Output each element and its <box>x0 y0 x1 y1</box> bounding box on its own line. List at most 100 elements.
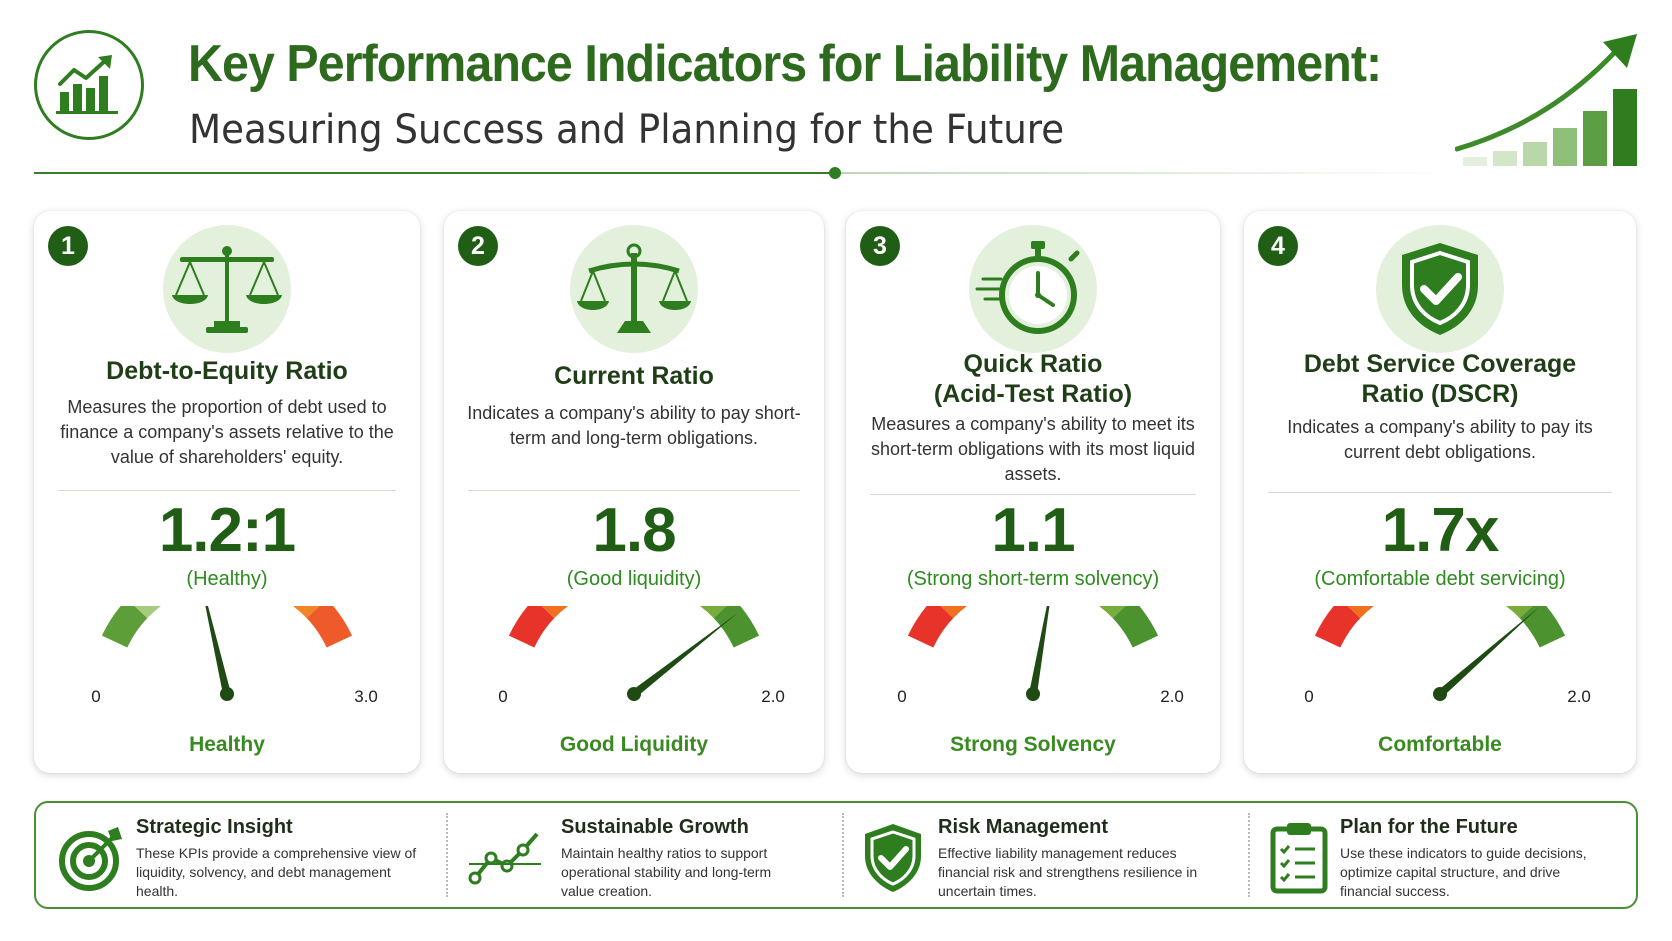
gauge-needle <box>631 612 739 698</box>
insights-panel: Strategic Insight These KPIs provide a c… <box>34 801 1638 909</box>
gauge-needle-hub <box>627 687 641 701</box>
insight-divider <box>446 813 448 897</box>
insight-strategic: Strategic Insight These KPIs provide a c… <box>36 803 446 907</box>
shield-check-icon <box>854 819 932 897</box>
gauge-needle-hub <box>1026 687 1040 701</box>
gauge-chart: 03.01.5 <box>91 606 378 706</box>
gauge-segment <box>292 606 320 619</box>
gauge-max-label: 2.0 <box>1567 687 1591 706</box>
card-title: Debt-to-Equity Ratio <box>42 356 412 386</box>
card-title-line: (Acid-Test Ratio) <box>933 380 1133 408</box>
card-number-badge: 1 <box>48 226 88 266</box>
kpi-status: (Comfortable debt servicing) <box>1314 568 1566 590</box>
card-description: Measures a company's ability to meet its… <box>870 414 1196 484</box>
gauge-min-label: 0 <box>91 687 100 706</box>
card-title-line: Debt-to-Equity Ratio <box>106 357 348 385</box>
gauge-max-label: 3.0 <box>354 687 378 706</box>
card-title-line: Ratio (DSCR) <box>1361 380 1519 408</box>
kpi-card: 2 Current Ratio Indicates a company's ab… <box>444 211 824 773</box>
insight-text: These KPIs provide a comprehensive view … <box>136 845 417 899</box>
gauge-segment <box>101 606 148 648</box>
gauge-needle-hub <box>220 687 234 701</box>
kpi-status: (Strong short-term solvency) <box>906 568 1160 590</box>
gauge-max-label: 2.0 <box>1160 687 1184 706</box>
gauge-needle <box>205 606 231 695</box>
card-divider <box>58 490 396 491</box>
gauge-segment <box>1098 606 1126 619</box>
insight-text: Maintain healthy ratios to support opera… <box>561 845 772 899</box>
gauge-min-label: 0 <box>897 687 906 706</box>
gauge-segment <box>713 606 760 648</box>
gauge-segment <box>508 606 555 648</box>
card-divider <box>1268 492 1612 493</box>
insight-text: Effective liability management reduces f… <box>938 845 1198 899</box>
page-title: Key Performance Indicators for Liability… <box>188 35 1382 93</box>
kpi-value: 1.7x <box>1381 496 1500 565</box>
gauge-segment <box>134 606 162 619</box>
card-description: Measures the proportion of debt used to … <box>60 397 394 467</box>
header-logo <box>34 30 144 140</box>
gauge-segment <box>699 606 727 619</box>
gauge-max-label: 2.0 <box>761 687 785 706</box>
gauge-segment <box>907 606 954 648</box>
gauge-segment <box>1505 606 1533 619</box>
page-subtitle: Measuring Success and Planning for the F… <box>189 107 1065 153</box>
card-title: Quick Ratio (Acid-Test Ratio) <box>854 349 1212 409</box>
gauge-needle-hub <box>1433 687 1447 701</box>
gauge-segment <box>940 606 968 619</box>
card-number-badge: 2 <box>458 226 498 266</box>
card-title-line: Current Ratio <box>554 362 714 390</box>
header-divider <box>34 172 834 174</box>
kpi-value: 1.8 <box>592 496 676 565</box>
kpi-card: 4 Debt Service Coverage Ratio (DSCR) Ind… <box>1244 211 1636 773</box>
gauge-segment <box>1314 606 1361 648</box>
card-number-badge: 4 <box>1258 226 1298 266</box>
target-icon <box>52 819 130 897</box>
card-title: Debt Service Coverage Ratio (DSCR) <box>1252 349 1628 409</box>
card-number-badge: 3 <box>860 226 900 266</box>
card-title: Current Ratio <box>452 361 816 391</box>
kpi-status: (Good liquidity) <box>566 568 702 590</box>
gauge-chart: 02.01.0 <box>498 606 785 706</box>
insight-title: Plan for the Future <box>1340 816 1518 838</box>
gauge-segment <box>1112 606 1159 648</box>
insight-divider <box>1248 813 1250 897</box>
kpi-value: 1.2:1 <box>158 496 296 565</box>
bar-chart-trend-icon <box>56 55 118 114</box>
insight-growth: Sustainable Growth Maintain healthy rati… <box>446 803 826 907</box>
trend-line-icon <box>466 819 544 897</box>
gauge-segment <box>1347 606 1375 619</box>
header-divider-dot <box>829 167 841 179</box>
gauge-segment <box>306 606 353 648</box>
growth-arrow-icon <box>1455 34 1637 166</box>
gauge-chart: 02.01.0 <box>897 606 1184 706</box>
gauge-needle <box>1029 606 1050 695</box>
scale-icon <box>570 225 698 353</box>
gauge-label: Healthy <box>189 733 265 756</box>
card-divider <box>870 494 1196 495</box>
insight-text: Use these indicators to guide decisions,… <box>1340 845 1587 899</box>
gauge-label: Good Liquidity <box>559 733 709 756</box>
gauge-label: Comfortable <box>1378 733 1502 756</box>
balance-scale-icon <box>163 225 291 353</box>
clipboard-checklist-icon <box>1260 819 1338 897</box>
kpi-status: (Healthy) <box>186 568 268 590</box>
insight-divider <box>842 813 844 897</box>
gauge-segment <box>1519 606 1566 648</box>
kpi-card: 3 Quick Ratio (Acid-Test Ratio) Measures… <box>846 211 1220 773</box>
card-title-line: Debt Service Coverage <box>1303 350 1577 378</box>
kpi-card: 1 Debt-to-Equity Ratio Measures the prop… <box>34 211 420 773</box>
shield-check-icon <box>1376 225 1504 353</box>
header-divider-fade <box>834 172 1454 174</box>
gauge-min-label: 0 <box>498 687 507 706</box>
insight-risk: Risk Management Effective liability mana… <box>842 803 1242 907</box>
card-description: Indicates a company's ability to pay its… <box>1287 417 1593 462</box>
insight-title: Sustainable Growth <box>561 816 749 838</box>
stopwatch-icon <box>969 225 1097 353</box>
kpi-value: 1.1 <box>991 496 1075 565</box>
insight-title: Strategic Insight <box>136 816 293 838</box>
card-description: Indicates a company's ability to pay sho… <box>467 403 801 448</box>
card-divider <box>468 490 800 491</box>
insight-title: Risk Management <box>938 816 1109 838</box>
gauge-min-label: 0 <box>1304 687 1313 706</box>
